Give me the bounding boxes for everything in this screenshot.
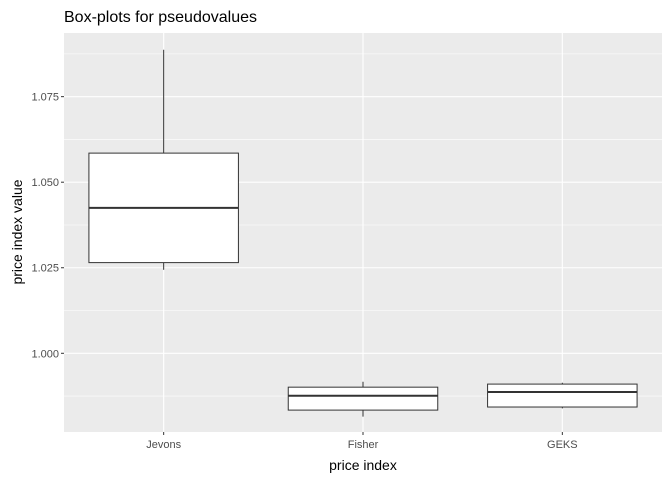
y-tick-label: 1.000: [31, 348, 59, 360]
x-axis-label: price index: [329, 457, 397, 473]
x-tick-label: Jevons: [146, 439, 181, 451]
y-tick-label: 1.050: [31, 177, 59, 189]
x-tick-label: GEKS: [547, 439, 578, 451]
box-fisher: [287, 381, 439, 417]
box-jevons: [88, 49, 239, 270]
box-iqr: [487, 383, 638, 408]
y-tick-label: 1.075: [31, 92, 59, 104]
box-iqr: [287, 386, 439, 411]
x-tick-label: Fisher: [348, 439, 379, 451]
y-tick-label: 1.025: [31, 263, 59, 275]
chart-title: Box-plots for pseudovalues: [64, 9, 257, 26]
y-axis-label: price index value: [9, 179, 25, 284]
box-geks: [487, 382, 638, 409]
